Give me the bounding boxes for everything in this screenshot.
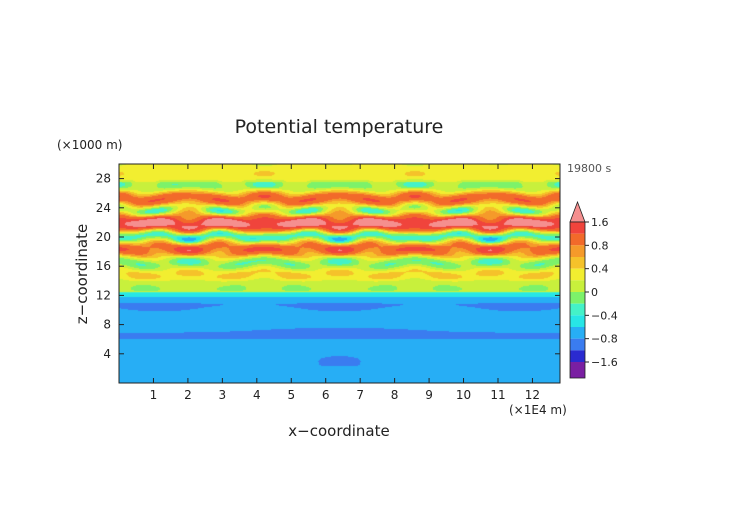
y-unit-label: (×1000 m) <box>57 138 122 152</box>
plot-frame <box>118 163 561 384</box>
colorbar-label: 0.4 <box>591 263 609 276</box>
x-tick-label: 2 <box>184 388 192 402</box>
x-tick-label: 12 <box>525 388 540 402</box>
heatmap-field <box>119 164 560 383</box>
colorbar-extend-max <box>569 200 586 223</box>
x-tick-label: 11 <box>490 388 505 402</box>
colorbar-frame <box>569 221 586 379</box>
colorbar-segment <box>570 268 585 281</box>
y-axis: 4 8 12 16 20 24 28 <box>96 172 560 361</box>
x-tick-label: 7 <box>356 388 364 402</box>
colorbar-segment <box>570 292 585 304</box>
colorbar-segment <box>570 303 585 316</box>
colorbar-segment <box>570 233 585 246</box>
x-tick-label: 4 <box>253 388 261 402</box>
colorbar-label: −0.8 <box>591 333 618 346</box>
x-tick-label: 3 <box>219 388 227 402</box>
colorbar: 1.6 0.8 0.4 0 −0.4 −0.8 −1.6 <box>569 200 618 379</box>
colorbar-segment <box>570 338 585 351</box>
y-tick-label: 28 <box>96 172 111 186</box>
x-tick-label: 1 <box>150 388 158 402</box>
colorbar-segment <box>570 280 585 292</box>
colorbar-segment <box>570 350 585 362</box>
colorbar-segment <box>570 327 585 339</box>
colorbar-label: 0 <box>591 286 598 299</box>
colorbar-label: −1.6 <box>591 356 618 369</box>
plot-area <box>118 163 561 384</box>
colorbar-segment <box>570 315 585 327</box>
y-tick-label: 4 <box>103 347 111 361</box>
colorbar-segment <box>570 257 585 269</box>
y-tick-label: 24 <box>96 201 111 215</box>
x-tick-label: 8 <box>391 388 399 402</box>
colorbar-extend-min <box>570 362 585 378</box>
y-tick-label: 12 <box>96 288 111 302</box>
x-tick-label: 9 <box>425 388 433 402</box>
x-unit-label: (×1E4 m) <box>509 403 567 417</box>
colorbar-label: −0.4 <box>591 309 618 322</box>
x-tick-label: 5 <box>287 388 295 402</box>
y-tick-label: 20 <box>96 230 111 244</box>
y-axis-label: z−coordinate <box>73 224 91 324</box>
y-tick-label: 16 <box>96 259 111 273</box>
y-tick-label: 8 <box>103 318 111 332</box>
x-tick-label: 10 <box>456 388 471 402</box>
colorbar-label: 0.8 <box>591 239 609 252</box>
x-tick-label: 6 <box>322 388 330 402</box>
colorbar-label: 1.6 <box>591 216 609 229</box>
time-label: 19800 s <box>567 162 611 175</box>
chart-title: Potential temperature <box>235 116 444 138</box>
colorbar-segment <box>570 222 585 234</box>
colorbar-segment <box>570 245 585 257</box>
x-axis-label: x−coordinate <box>288 422 389 440</box>
x-axis: 1 2 3 4 5 6 7 8 9 10 11 12 <box>150 164 540 402</box>
